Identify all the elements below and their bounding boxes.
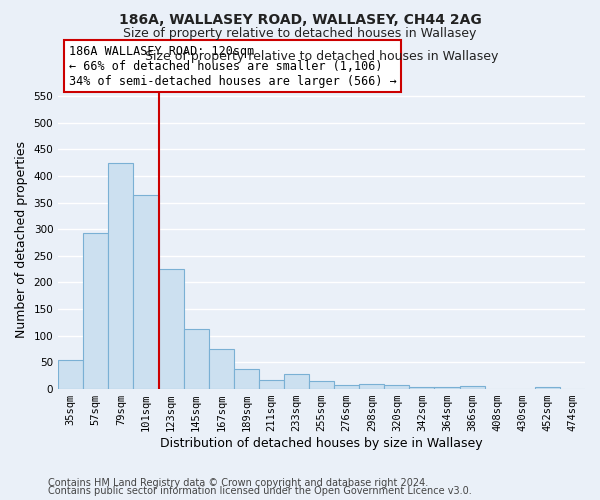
- Bar: [409, 387, 434, 389]
- Y-axis label: Number of detached properties: Number of detached properties: [15, 142, 28, 338]
- Bar: [309, 381, 334, 389]
- Bar: [234, 370, 259, 389]
- Bar: [284, 374, 309, 389]
- Bar: [385, 385, 409, 389]
- Bar: [359, 384, 385, 389]
- Bar: [133, 194, 158, 389]
- Text: 186A, WALLASEY ROAD, WALLASEY, CH44 2AG: 186A, WALLASEY ROAD, WALLASEY, CH44 2AG: [119, 12, 481, 26]
- Bar: [334, 385, 359, 389]
- Bar: [535, 387, 560, 389]
- Title: Size of property relative to detached houses in Wallasey: Size of property relative to detached ho…: [145, 50, 498, 63]
- Bar: [460, 386, 485, 389]
- Text: Contains public sector information licensed under the Open Government Licence v3: Contains public sector information licen…: [48, 486, 472, 496]
- Text: Contains HM Land Registry data © Crown copyright and database right 2024.: Contains HM Land Registry data © Crown c…: [48, 478, 428, 488]
- Bar: [158, 269, 184, 389]
- Bar: [83, 233, 109, 389]
- Bar: [209, 348, 234, 389]
- Text: Size of property relative to detached houses in Wallasey: Size of property relative to detached ho…: [124, 28, 476, 40]
- Bar: [58, 360, 83, 389]
- Bar: [259, 380, 284, 389]
- Text: 186A WALLASEY ROAD: 120sqm
← 66% of detached houses are smaller (1,106)
34% of s: 186A WALLASEY ROAD: 120sqm ← 66% of deta…: [69, 44, 397, 88]
- Bar: [109, 162, 133, 389]
- X-axis label: Distribution of detached houses by size in Wallasey: Distribution of detached houses by size …: [160, 437, 483, 450]
- Bar: [184, 329, 209, 389]
- Bar: [434, 388, 460, 389]
